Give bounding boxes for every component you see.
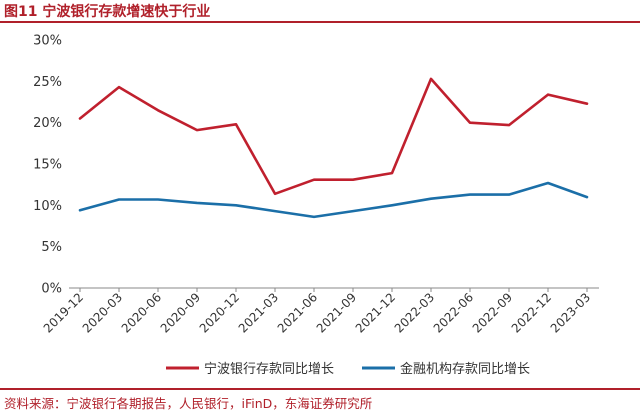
y-tick-label: 0% <box>41 282 62 297</box>
x-tick-label: 2020-12 <box>197 290 242 335</box>
legend-label: 金融机构存款同比增长 <box>400 361 530 377</box>
y-tick-label: 10% <box>33 199 62 214</box>
x-tick-label: 2022-12 <box>509 290 554 335</box>
x-tick-label: 2022-06 <box>431 290 476 335</box>
x-tick-label: 2021-06 <box>275 290 320 335</box>
x-tick-label: 2021-03 <box>236 290 281 335</box>
x-tick-label: 2020-09 <box>158 290 203 335</box>
x-tick-label: 2020-03 <box>80 290 125 335</box>
y-tick-label: 20% <box>33 116 62 131</box>
x-tick-label: 2021-12 <box>353 290 398 335</box>
series-line-financial-institutions <box>78 181 589 219</box>
x-tick-label: 2022-03 <box>392 290 437 335</box>
line-chart: 0% 5% 10% 15% 20% 25% 30% 2019-122020-032020-06… <box>33 34 599 377</box>
x-tick-label: 2020-06 <box>119 290 164 335</box>
y-tick-label: 30% <box>33 34 62 49</box>
source-note: 资料来源：宁波银行各期报告，人民银行，iFinD，东海证券研究所 <box>4 396 373 411</box>
series-line-ningbo-bank <box>78 77 589 196</box>
x-tick-label: 2019-12 <box>41 290 86 335</box>
x-tick-label: 2023-03 <box>548 290 593 335</box>
figure-title-bar: 图11 宁波银行存款增速快于行业 <box>0 0 640 23</box>
x-tick-label: 2021-09 <box>314 290 359 335</box>
title-divider <box>0 21 640 23</box>
x-tick-label: 2022-09 <box>470 290 515 335</box>
legend-label: 宁波银行存款同比增长 <box>204 361 334 377</box>
y-tick-label: 15% <box>33 158 62 173</box>
y-tick-label: 25% <box>33 75 62 90</box>
y-tick-label: 5% <box>41 240 62 255</box>
figure-title: 图11 宁波银行存款增速快于行业 <box>4 4 211 20</box>
source-divider <box>0 388 640 390</box>
